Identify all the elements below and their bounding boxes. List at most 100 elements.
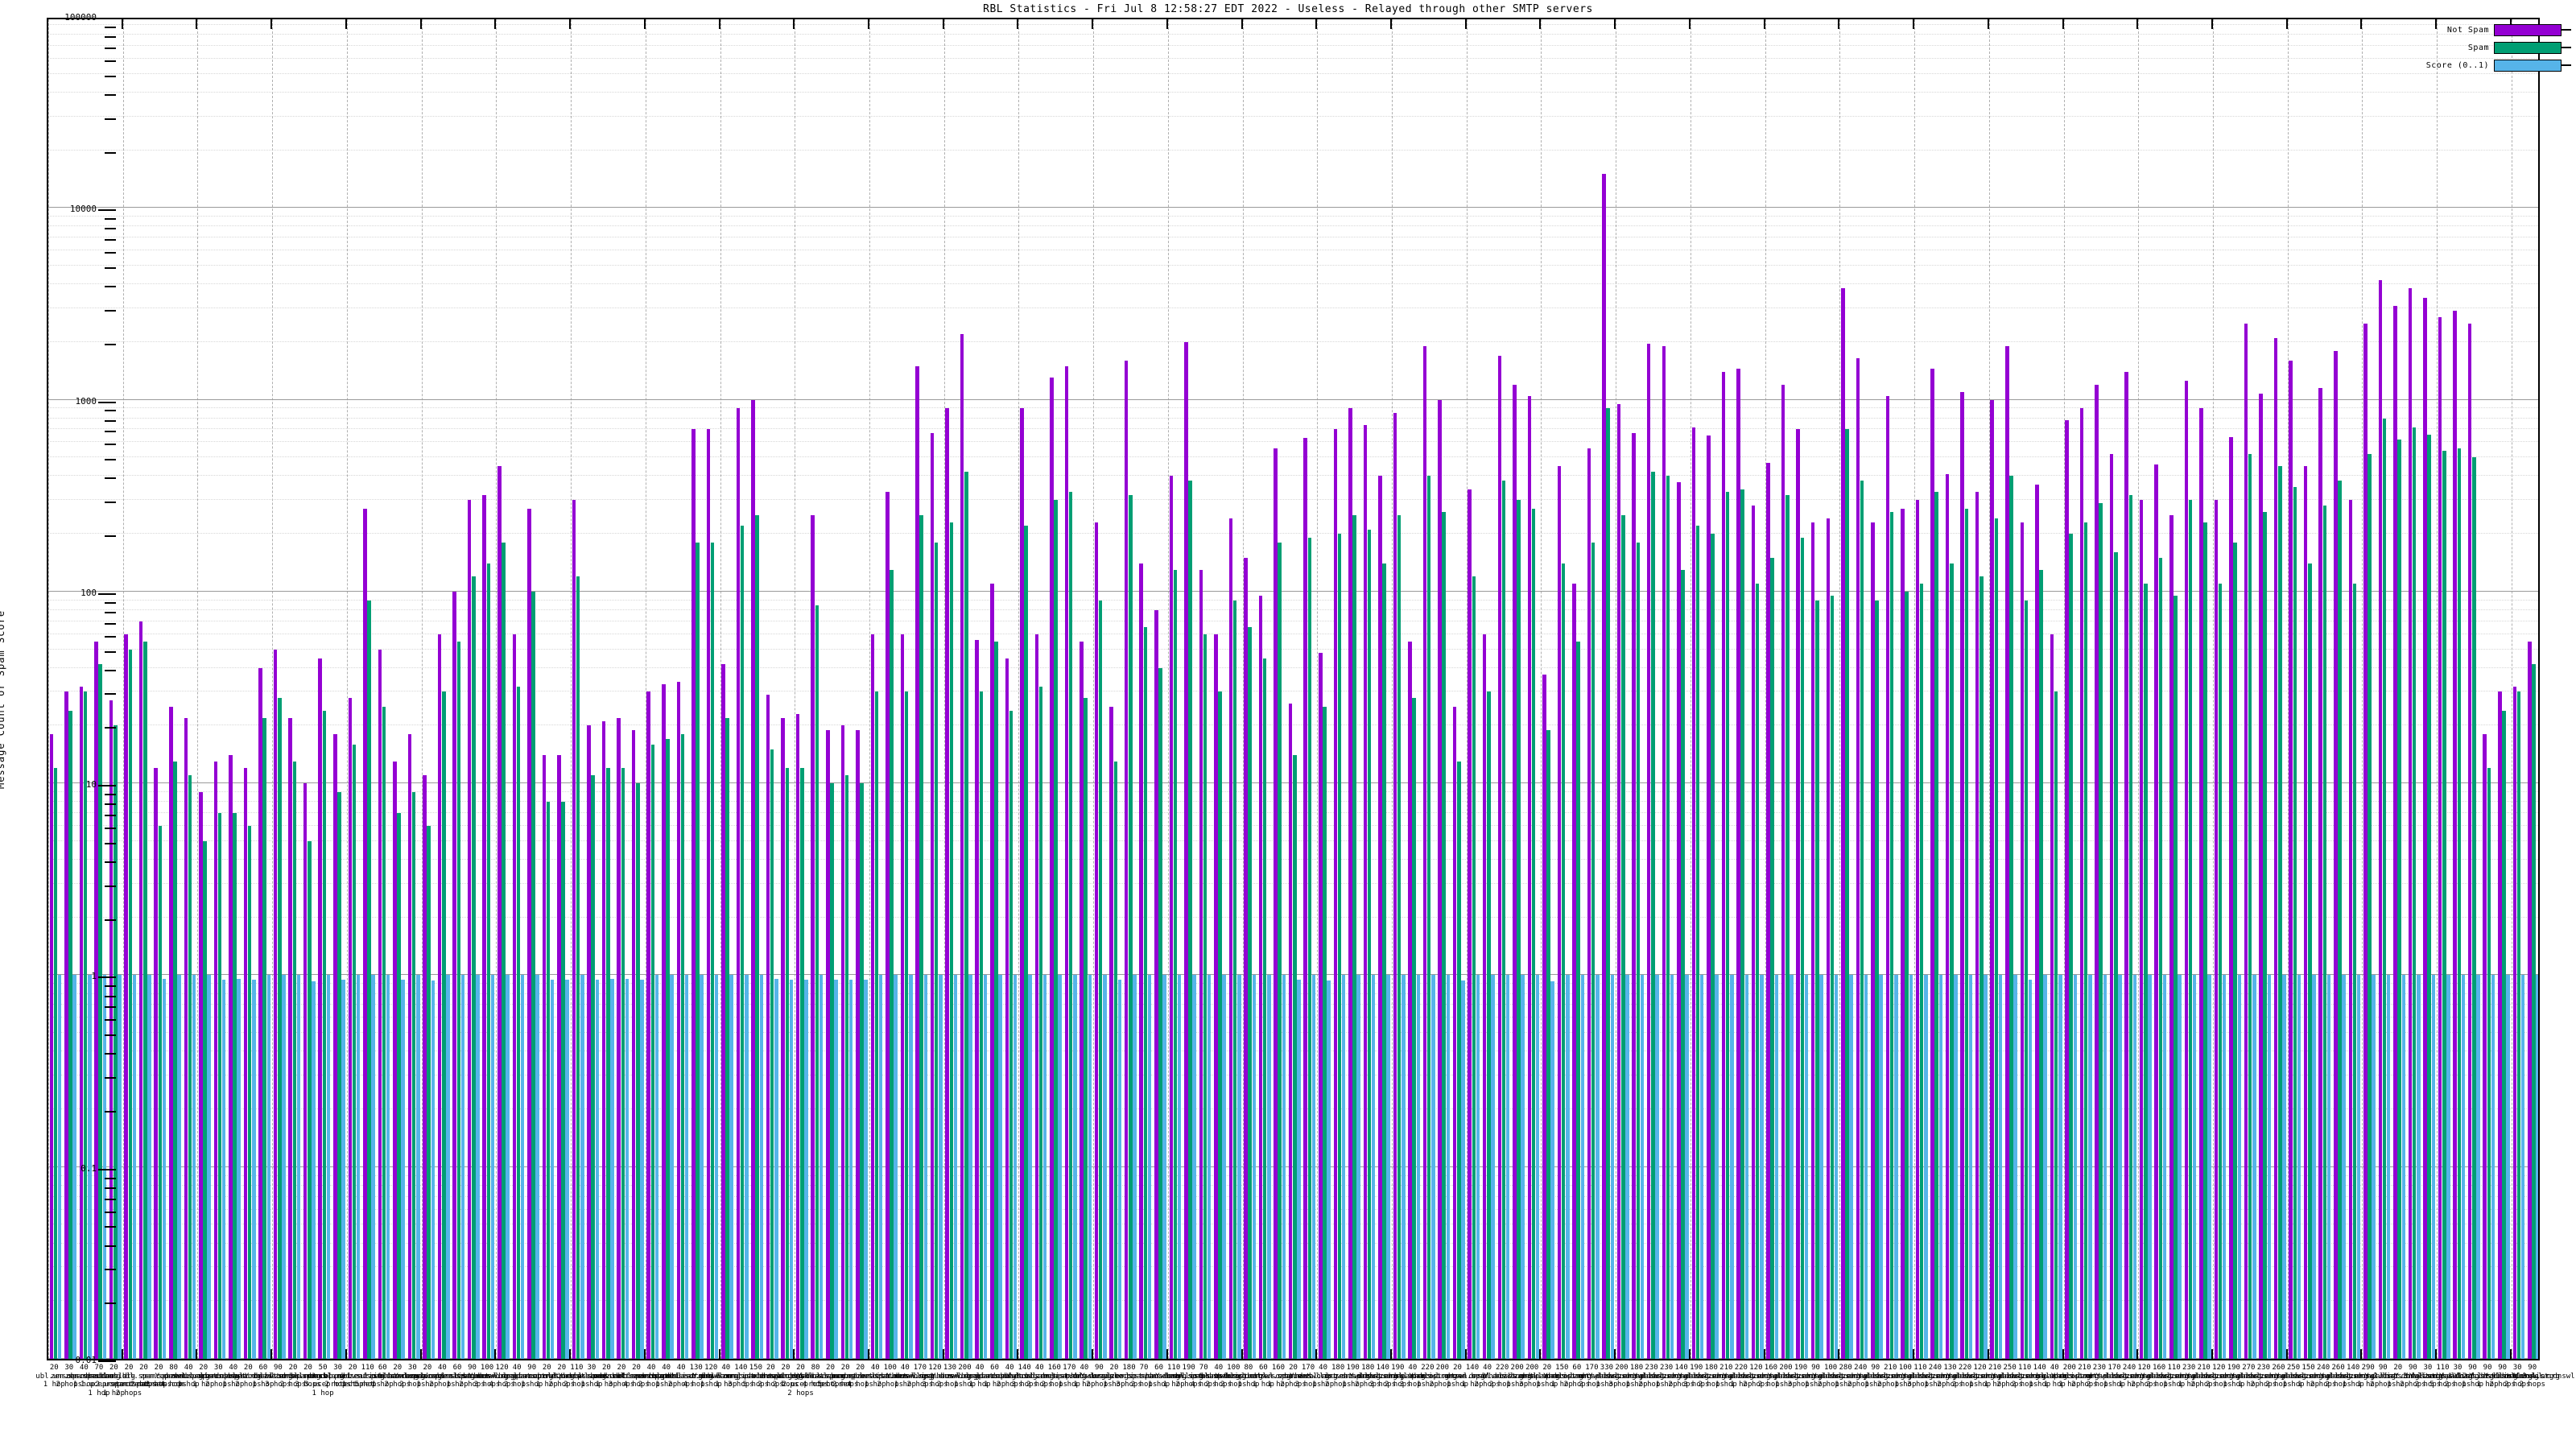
bar-sc[interactable] <box>953 975 958 1359</box>
bar-ns[interactable] <box>2035 485 2039 1359</box>
bar-ns[interactable] <box>1587 448 1591 1359</box>
bar-ns[interactable] <box>1975 492 1979 1359</box>
bar-sp[interactable] <box>83 691 88 1359</box>
bar-sp[interactable] <box>292 762 297 1359</box>
bar-sp[interactable] <box>1845 429 1849 1359</box>
bar-sp[interactable] <box>2338 480 2342 1359</box>
bar-group[interactable] <box>885 19 900 1359</box>
bar-sp[interactable] <box>502 543 506 1359</box>
bar-sc[interactable] <box>1476 975 1480 1359</box>
bar-ns[interactable] <box>64 691 68 1359</box>
bar-sp[interactable] <box>636 783 640 1359</box>
bar-sp[interactable] <box>173 762 177 1359</box>
bar-sp[interactable] <box>1188 480 1192 1359</box>
bar-sc[interactable] <box>2326 975 2331 1359</box>
bar-sp[interactable] <box>1785 494 1790 1359</box>
bar-group[interactable] <box>1063 19 1079 1359</box>
bar-ns[interactable] <box>2050 634 2054 1359</box>
bar-sp[interactable] <box>1531 509 1536 1359</box>
bar-sc[interactable] <box>565 979 569 1359</box>
bar-sc[interactable] <box>654 975 659 1359</box>
bar-sc[interactable] <box>1133 975 1137 1359</box>
bar-group[interactable] <box>1900 19 1915 1359</box>
bar-group[interactable] <box>153 19 168 1359</box>
bar-ns[interactable] <box>1005 658 1009 1359</box>
bar-ns[interactable] <box>825 729 830 1359</box>
bar-ns[interactable] <box>1228 518 1233 1359</box>
bar-sc[interactable] <box>1401 975 1406 1359</box>
bar-ns[interactable] <box>2184 381 2189 1359</box>
bar-group[interactable] <box>810 19 825 1359</box>
bar-sp[interactable] <box>1068 492 1073 1359</box>
bar-group[interactable] <box>1422 19 1437 1359</box>
bar-group[interactable] <box>705 19 720 1359</box>
bar-sp[interactable] <box>2516 691 2521 1359</box>
bar-ns[interactable] <box>1960 391 1964 1359</box>
bar-group[interactable] <box>2124 19 2139 1359</box>
bar-ns[interactable] <box>1034 634 1039 1359</box>
bar-sp[interactable] <box>1591 543 1596 1359</box>
bar-sp[interactable] <box>1173 569 1178 1359</box>
bar-sp[interactable] <box>1561 564 1566 1359</box>
bar-ns[interactable] <box>1363 424 1368 1359</box>
bar-sp[interactable] <box>2248 454 2252 1359</box>
bar-ns[interactable] <box>2289 360 2293 1359</box>
bar-group[interactable] <box>183 19 198 1359</box>
bar-ns[interactable] <box>1139 564 1143 1359</box>
bar-sp[interactable] <box>1830 596 1835 1359</box>
bar-group[interactable] <box>1989 19 2004 1359</box>
bar-ns[interactable] <box>303 783 308 1359</box>
bar-group[interactable] <box>1810 19 1825 1359</box>
bar-sp[interactable] <box>1621 515 1625 1359</box>
bar-sp[interactable] <box>53 768 58 1359</box>
bar-sp[interactable] <box>2532 663 2536 1359</box>
bar-group[interactable] <box>2452 19 2467 1359</box>
bar-group[interactable] <box>2288 19 2303 1359</box>
bar-sp[interactable] <box>2397 440 2401 1359</box>
bar-sp[interactable] <box>2174 596 2178 1359</box>
bar-ns[interactable] <box>811 515 815 1359</box>
bar-sp[interactable] <box>890 569 894 1359</box>
bar-ns[interactable] <box>840 725 845 1359</box>
bar-ns[interactable] <box>1871 522 1875 1359</box>
bar-group[interactable] <box>1944 19 1959 1359</box>
bar-sp[interactable] <box>1487 691 1491 1359</box>
bar-sc[interactable] <box>431 980 436 1359</box>
bar-sp[interactable] <box>605 768 610 1359</box>
bar-group[interactable] <box>720 19 736 1359</box>
bar-group[interactable] <box>302 19 317 1359</box>
bar-sc[interactable] <box>2431 975 2436 1359</box>
bar-ns[interactable] <box>572 500 576 1359</box>
bar-sc[interactable] <box>2312 975 2316 1359</box>
bar-group[interactable] <box>93 19 109 1359</box>
bar-sp[interactable] <box>2009 476 2013 1359</box>
bar-sc[interactable] <box>520 975 525 1359</box>
bar-sp[interactable] <box>2233 543 2237 1359</box>
bar-sp[interactable] <box>128 649 133 1359</box>
bar-group[interactable] <box>123 19 138 1359</box>
bar-group[interactable] <box>1362 19 1377 1359</box>
bar-sc[interactable] <box>1192 975 1196 1359</box>
bar-sp[interactable] <box>472 576 476 1359</box>
bar-group[interactable] <box>1228 19 1243 1359</box>
bar-sc[interactable] <box>1341 975 1346 1359</box>
bar-ns[interactable] <box>452 591 456 1359</box>
bar-sc[interactable] <box>2297 975 2301 1359</box>
bar-sp[interactable] <box>1501 480 1506 1359</box>
bar-ns[interactable] <box>795 713 800 1359</box>
bar-sp[interactable] <box>2502 710 2506 1359</box>
bar-group[interactable] <box>1974 19 1989 1359</box>
bar-ns[interactable] <box>2139 500 2144 1359</box>
bar-sc[interactable] <box>2192 975 2197 1359</box>
bar-sc[interactable] <box>1267 975 1271 1359</box>
bar-ns[interactable] <box>1736 369 1740 1359</box>
bar-group[interactable] <box>1437 19 1452 1359</box>
bar-group[interactable] <box>2213 19 2228 1359</box>
bar-ns[interactable] <box>2498 691 2502 1359</box>
bar-sc[interactable] <box>535 975 539 1359</box>
bar-sc[interactable] <box>1162 975 1166 1359</box>
bar-group[interactable] <box>466 19 481 1359</box>
bar-sp[interactable] <box>1412 697 1416 1359</box>
bar-ns[interactable] <box>945 408 949 1359</box>
bar-sp[interactable] <box>486 564 491 1359</box>
